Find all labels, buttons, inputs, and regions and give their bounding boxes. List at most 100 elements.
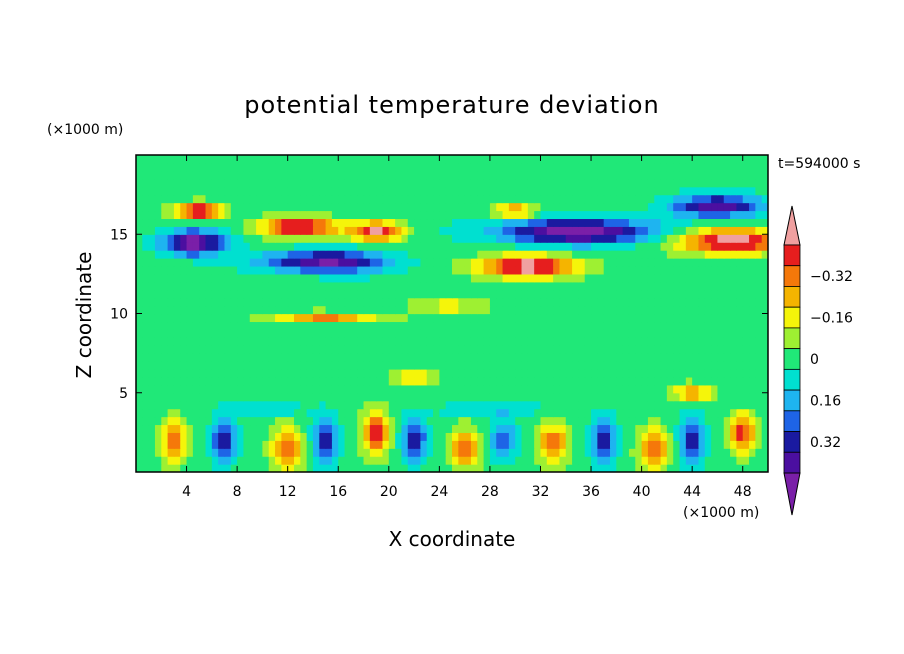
contour-cell: [578, 265, 586, 275]
contour-cell: [616, 273, 624, 283]
contour-cell: [749, 368, 756, 378]
contour-cell: [420, 368, 428, 378]
contour-cell: [237, 297, 245, 307]
contour-cell: [148, 242, 156, 251]
contour-cell: [237, 194, 245, 204]
contour-cell: [439, 464, 447, 472]
x-tick-label: 24: [430, 484, 448, 500]
contour-cell: [452, 305, 459, 315]
contour-cell: [256, 178, 263, 188]
contour-cell: [148, 384, 156, 394]
contour-cell: [445, 384, 453, 394]
contour-cell: [489, 464, 497, 472]
contour-cell: [344, 250, 352, 259]
contour-cell: [350, 456, 358, 465]
contour-cell: [325, 186, 333, 196]
contour-cell: [483, 456, 491, 465]
contour-cell: [628, 448, 636, 457]
contour-cell: [439, 353, 447, 362]
contour-cell: [502, 186, 510, 196]
contour-cell: [666, 329, 674, 338]
contour-cell: [692, 368, 700, 378]
contour-cell: [736, 464, 744, 472]
contour-cell: [331, 353, 339, 362]
contour-cell: [698, 218, 706, 227]
contour-cell: [211, 289, 219, 299]
contour-cell: [180, 408, 188, 418]
contour-cell: [325, 218, 333, 227]
contour-cell: [312, 155, 320, 164]
contour-cell: [591, 464, 598, 472]
contour-cell: [136, 408, 143, 418]
contour-cell: [749, 353, 756, 362]
contour-cell: [344, 392, 352, 402]
contour-cell: [742, 155, 750, 164]
contour-cell: [294, 448, 301, 457]
contour-cell: [515, 432, 523, 441]
contour-cell: [553, 440, 561, 449]
contour-cell: [338, 273, 346, 283]
contour-cell: [331, 162, 339, 172]
contour-cell: [186, 281, 194, 291]
contour-cell: [742, 353, 750, 362]
contour-cell: [749, 392, 756, 402]
contour-cell: [622, 305, 630, 315]
contour-cell: [161, 273, 169, 283]
contour-cell: [578, 321, 586, 330]
contour-cell: [154, 321, 162, 330]
contour-cell: [287, 297, 295, 307]
contour-cell: [161, 289, 169, 299]
contour-cell: [635, 440, 643, 449]
contour-cell: [553, 408, 561, 418]
contour-cell: [483, 368, 491, 378]
contour-cell: [363, 289, 371, 299]
contour-cell: [439, 384, 447, 394]
contour-cell: [173, 210, 181, 220]
contour-cell: [186, 361, 194, 370]
contour-cell: [711, 210, 719, 220]
contour-cell: [433, 194, 440, 204]
contour-cell: [325, 194, 333, 204]
contour-cell: [540, 464, 548, 472]
contour-cell: [477, 353, 485, 362]
contour-cell: [489, 186, 497, 196]
contour-cell: [376, 408, 384, 418]
contour-cell: [540, 368, 548, 378]
contour-cell: [736, 242, 744, 251]
contour-cell: [331, 297, 339, 307]
contour-cell: [319, 258, 327, 267]
contour-cell: [294, 456, 301, 465]
contour-cell: [704, 210, 712, 220]
contour-cell: [312, 250, 320, 259]
contour-cell: [635, 234, 643, 243]
contour-cell: [376, 178, 384, 188]
contour-cell: [761, 155, 768, 164]
contour-cell: [357, 273, 365, 283]
contour-cell: [224, 194, 232, 204]
contour-cell: [572, 242, 579, 251]
contour-cell: [338, 384, 346, 394]
contour-cell: [527, 321, 535, 330]
contour-cell: [300, 456, 308, 465]
contour-cell: [395, 210, 403, 220]
contour-cell: [401, 273, 409, 283]
contour-cell: [470, 234, 478, 243]
contour-cell: [256, 424, 263, 433]
contour-cell: [287, 321, 295, 330]
contour-cell: [249, 297, 257, 307]
contour-cell: [546, 313, 554, 323]
contour-cell: [205, 305, 213, 315]
contour-cell: [717, 162, 725, 172]
contour-cell: [439, 162, 447, 172]
contour-cell: [515, 329, 523, 338]
contour-cell: [641, 273, 649, 283]
contour-cell: [281, 218, 289, 227]
contour-cell: [205, 297, 213, 307]
contour-cell: [660, 162, 668, 172]
contour-cell: [654, 281, 662, 291]
contour-cell: [730, 464, 737, 472]
contour-cell: [312, 400, 320, 410]
contour-cell: [616, 329, 624, 338]
contour-cell: [527, 456, 535, 465]
contour-cell: [591, 456, 598, 465]
